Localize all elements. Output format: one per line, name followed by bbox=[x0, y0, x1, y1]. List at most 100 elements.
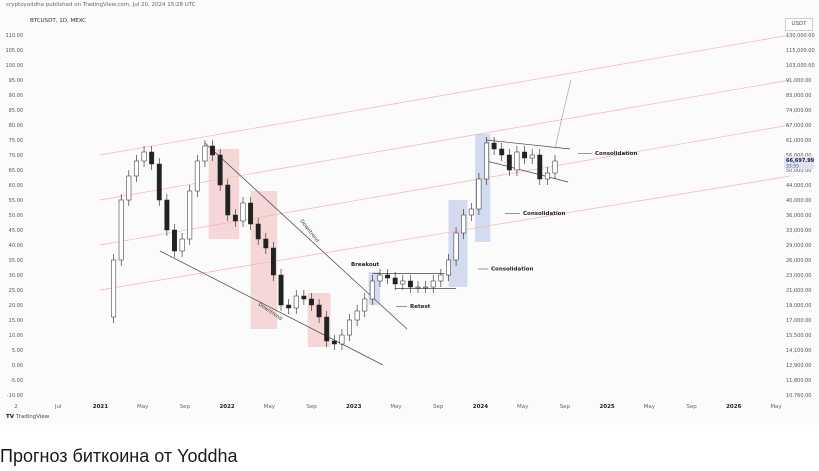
right-tick-label: 15,500.00 bbox=[786, 333, 811, 339]
candle-body bbox=[537, 154, 543, 180]
downtrend-line-lower bbox=[159, 250, 384, 366]
right-tick-label: 10,760.00 bbox=[786, 393, 811, 399]
candle-body bbox=[522, 151, 528, 159]
candle-body bbox=[293, 295, 299, 309]
left-tick-label: 110.00 bbox=[6, 33, 24, 39]
left-tick-label: 100.00 bbox=[6, 63, 24, 69]
currency-button[interactable]: USDT bbox=[785, 18, 813, 31]
left-tick-label: 25.00 bbox=[9, 288, 23, 294]
candle-body bbox=[423, 286, 429, 289]
candle-body bbox=[270, 247, 276, 276]
current-price-badge bbox=[784, 156, 814, 169]
candle-body bbox=[514, 151, 520, 171]
channel-lines bbox=[99, 34, 791, 291]
candle-body bbox=[438, 274, 444, 282]
candles bbox=[111, 137, 558, 350]
left-tick-label: 30.00 bbox=[9, 273, 23, 279]
current-price-label: 66,697.99 bbox=[786, 158, 815, 164]
candle-body bbox=[278, 274, 284, 306]
right-tick-label: 23,000.00 bbox=[786, 273, 811, 279]
x-tick-label: Sep bbox=[560, 404, 571, 410]
candle-body bbox=[309, 298, 314, 306]
candle-body bbox=[286, 304, 292, 309]
x-tick-label: Sep bbox=[306, 404, 317, 410]
candle-body bbox=[172, 229, 177, 252]
left-tick-label: 85.00 bbox=[9, 108, 23, 114]
projection-line bbox=[554, 79, 572, 150]
right-tick-label: 29,000.00 bbox=[786, 243, 811, 249]
candle-body bbox=[133, 160, 139, 177]
right-tick-label: 103,000.00 bbox=[786, 63, 815, 69]
tradingview-logo[interactable]: TV TradingView bbox=[6, 414, 49, 420]
x-tick-label: May bbox=[390, 404, 402, 410]
candle-body bbox=[111, 259, 117, 318]
left-tick-label: -10.00 bbox=[7, 393, 23, 399]
left-tick-label: 95.00 bbox=[9, 78, 23, 84]
x-tick-label: Jul bbox=[54, 404, 62, 410]
right-tick-label: 74,000.00 bbox=[786, 108, 811, 114]
annotation-label: Consolidation bbox=[595, 151, 637, 157]
channel-line bbox=[99, 175, 791, 291]
candle-body bbox=[468, 208, 474, 216]
candle-body bbox=[377, 274, 383, 282]
candle-body bbox=[446, 259, 451, 276]
annotation-label: Downtrend bbox=[298, 219, 320, 244]
right-axis: 130,000.00 115,000.00 103,000.00 91,000.00 8… bbox=[784, 33, 815, 399]
candle-body bbox=[316, 304, 322, 318]
candle-body bbox=[461, 214, 467, 234]
candle-body bbox=[347, 319, 352, 336]
left-tick-label: 60.00 bbox=[9, 183, 23, 189]
candle-body bbox=[263, 238, 269, 249]
x-tick-label: Sep bbox=[433, 404, 444, 410]
candle-body bbox=[141, 151, 147, 162]
candle-body bbox=[506, 154, 512, 171]
right-tick-label: 19,000.00 bbox=[786, 303, 811, 309]
candle-body bbox=[529, 154, 535, 159]
candle-body bbox=[255, 223, 261, 240]
trend-lines bbox=[159, 79, 572, 366]
x-tick-label: 2026 bbox=[726, 404, 741, 410]
candle-body bbox=[225, 184, 231, 216]
right-tick-label: 17,000.00 bbox=[786, 318, 811, 324]
right-tick-label: 115,000.00 bbox=[786, 48, 815, 54]
right-tick-label: 11,800.00 bbox=[786, 378, 811, 384]
candle-body bbox=[118, 199, 124, 261]
x-tick-label: Sep bbox=[686, 404, 697, 410]
left-tick-label: -5.00 bbox=[10, 378, 23, 384]
left-tick-label: 55.00 bbox=[9, 198, 23, 204]
candle-body bbox=[499, 148, 505, 156]
left-tick-label: 10.00 bbox=[9, 333, 23, 339]
candle-body bbox=[210, 145, 215, 156]
candle-body bbox=[354, 310, 360, 321]
candle-body bbox=[202, 145, 208, 162]
x-tick-label: 2024 bbox=[473, 404, 488, 410]
candle-body bbox=[392, 277, 398, 285]
left-tick-label: 65.00 bbox=[9, 168, 23, 174]
x-tick-label: May bbox=[137, 404, 149, 410]
right-tick-label: 61,000.00 bbox=[786, 138, 811, 144]
right-tick-label: 40,000.00 bbox=[786, 198, 811, 204]
red-zone bbox=[208, 149, 240, 239]
candle-body bbox=[301, 295, 307, 300]
left-tick-label: 0.00 bbox=[12, 363, 23, 369]
candle-body bbox=[164, 199, 170, 231]
channel-line bbox=[99, 79, 791, 201]
price-chart[interactable]: Consolidation Consolidation Breakout Consol… bbox=[0, 0, 819, 425]
annotation-label: Retest bbox=[410, 304, 431, 310]
tv-icon: TV bbox=[6, 414, 15, 420]
chart-frame: cryptoyoddha published on TradingView.co… bbox=[0, 0, 819, 425]
left-axis: 110.00 105.00 100.00 95.00 90.00 85.00 80.00 75… bbox=[6, 33, 24, 399]
candle-body bbox=[126, 175, 132, 201]
left-tick-label: 50.00 bbox=[9, 213, 23, 219]
right-tick-label: 67,000.00 bbox=[786, 123, 811, 129]
annotation-label: Consolidation bbox=[523, 211, 565, 217]
candle-body bbox=[324, 316, 330, 342]
candle-body bbox=[232, 214, 238, 222]
left-tick-label: 15.00 bbox=[9, 318, 23, 324]
right-tick-label: 26,000.00 bbox=[786, 258, 811, 264]
left-tick-label: 35.00 bbox=[9, 258, 23, 264]
right-tick-label: 14,100.00 bbox=[786, 348, 811, 354]
candle-body bbox=[194, 160, 200, 192]
candle-body bbox=[415, 286, 421, 289]
candle-body bbox=[484, 142, 489, 180]
